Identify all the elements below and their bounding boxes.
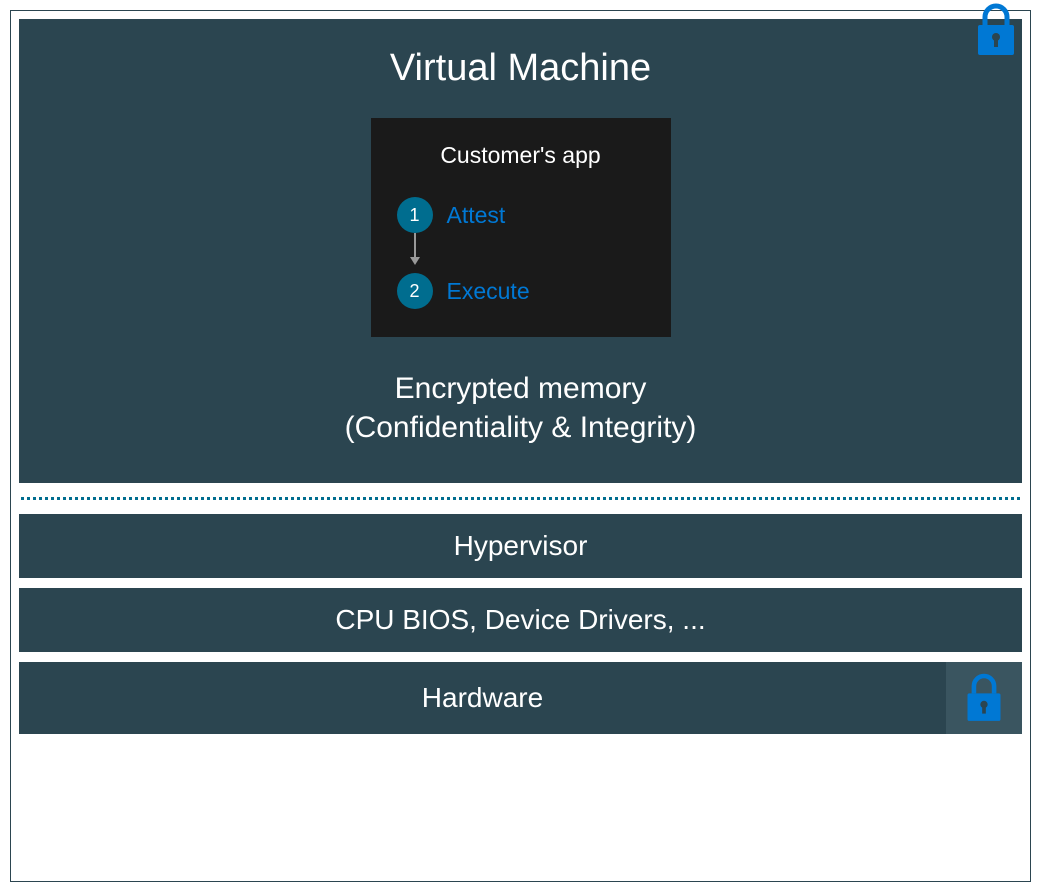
cpu-bios-layer: CPU BIOS, Device Drivers, ...: [19, 588, 1022, 652]
step-circle-2: 2: [397, 273, 433, 309]
cpu-bios-label: CPU BIOS, Device Drivers, ...: [335, 604, 705, 635]
customer-app-box: Customer's app 1 Attest 2 Execute: [371, 118, 671, 337]
step-row-execute: 2 Execute: [397, 273, 645, 309]
hardware-label: Hardware: [19, 662, 946, 734]
step-label-attest: Attest: [447, 202, 506, 229]
hardware-layer: Hardware: [19, 662, 1022, 734]
step-row-attest: 1 Attest: [397, 197, 645, 233]
hypervisor-layer: Hypervisor: [19, 514, 1022, 578]
vm-box: Virtual Machine Customer's app 1 Attest …: [19, 19, 1022, 483]
lock-icon-hardware: [962, 673, 1006, 723]
encrypted-line1: Encrypted memory: [39, 369, 1002, 408]
step-label-execute: Execute: [447, 278, 530, 305]
hypervisor-label: Hypervisor: [454, 530, 588, 561]
diagram-container: Virtual Machine Customer's app 1 Attest …: [10, 10, 1031, 882]
dotted-divider: [21, 497, 1020, 500]
app-title: Customer's app: [397, 142, 645, 169]
vm-title: Virtual Machine: [39, 47, 1002, 90]
lock-icon-top: [972, 3, 1020, 62]
arrow-connector: [414, 233, 645, 273]
step-circle-1: 1: [397, 197, 433, 233]
encrypted-memory-text: Encrypted memory (Confidentiality & Inte…: [39, 369, 1002, 447]
encrypted-line2: (Confidentiality & Integrity): [39, 408, 1002, 447]
hardware-lock-area: [946, 662, 1022, 734]
